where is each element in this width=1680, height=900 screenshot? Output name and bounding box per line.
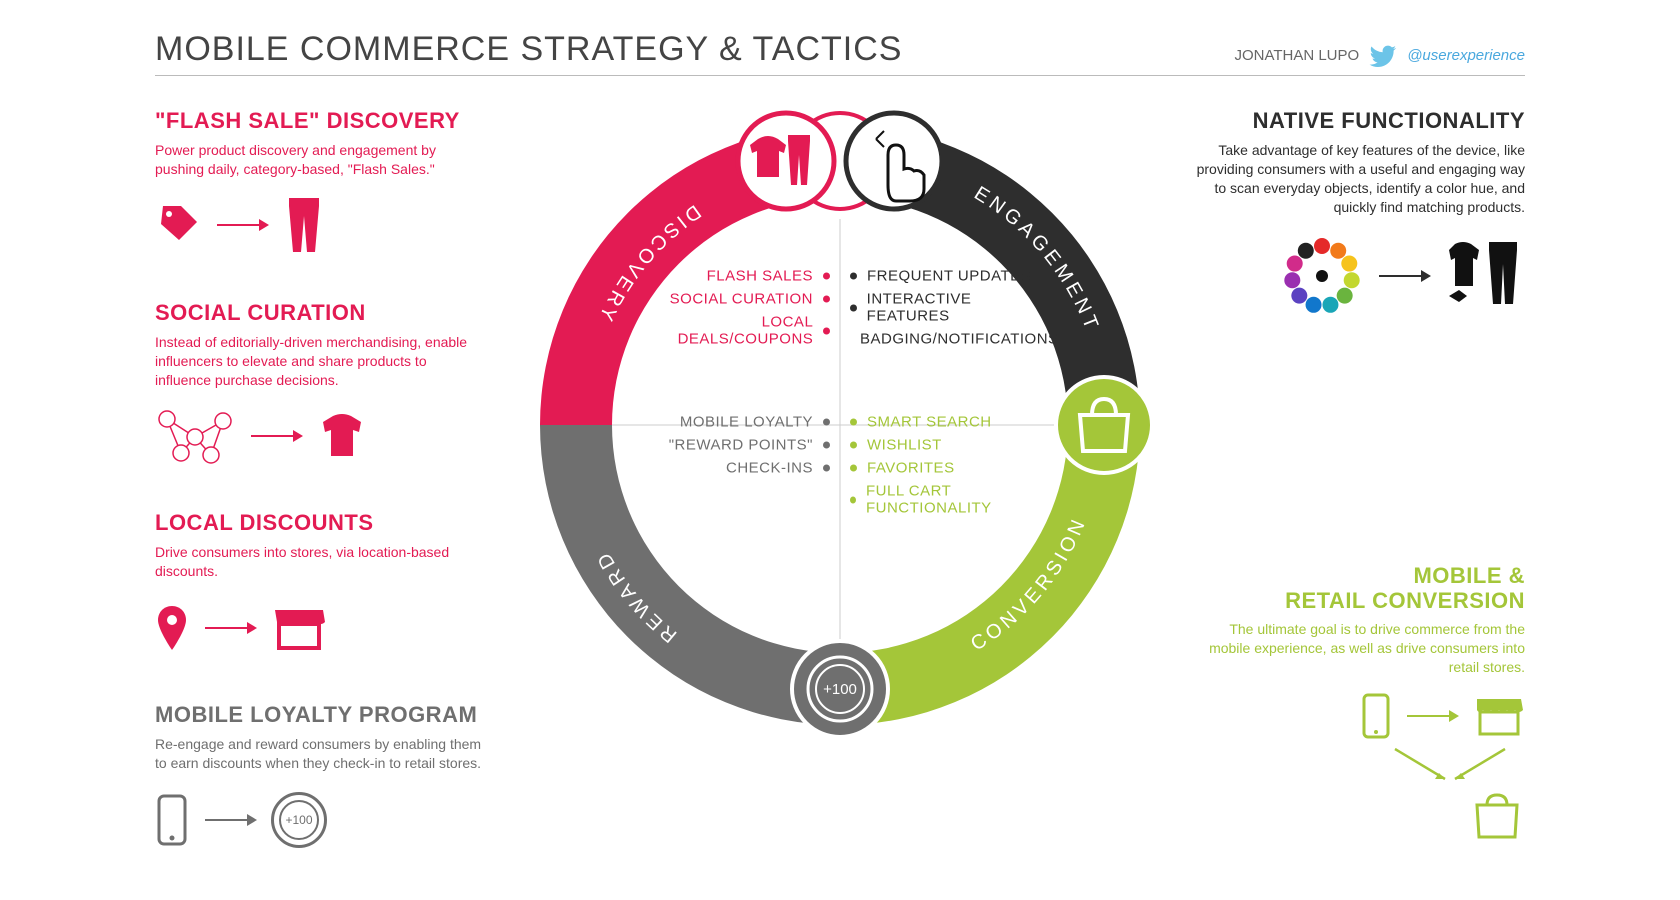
points-badge-value: +100 <box>279 800 319 840</box>
arrow-icon <box>205 627 255 629</box>
page-title: MOBILE COMMERCE STRATEGY & TACTICS <box>155 30 902 69</box>
list-item: FULL CART FUNCTIONALITY <box>840 483 1050 517</box>
list-item: BADGING/NOTIFICATIONS <box>840 331 1050 348</box>
phone-icon <box>155 794 189 846</box>
conversion-body: The ultimate goal is to drive commerce f… <box>1185 620 1525 677</box>
ring-badge-plus100: +100 <box>823 681 857 698</box>
block-conversion: MOBILE &RETAIL CONVERSION The ultimate g… <box>1185 563 1525 841</box>
list-item: INTERACTIVE FEATURES <box>840 291 1050 325</box>
center-lists: FLASH SALES SOCIAL CURATION LOCAL DEALS/CO… <box>630 268 1050 583</box>
list-item: WISHLIST <box>840 437 1050 454</box>
store-icon <box>271 604 327 652</box>
conversion-illustration <box>1185 691 1525 841</box>
social-curation-title: SOCIAL CURATION <box>155 300 485 326</box>
flash-sale-title: "FLASH SALE" DISCOVERY <box>155 108 485 134</box>
list-item: FLASH SALES <box>630 268 840 285</box>
list-item: SOCIAL CURATION <box>630 291 840 308</box>
list-item: LOCAL DEALS/COUPONS <box>630 314 840 348</box>
list-item: CHECK-INS <box>630 460 840 477</box>
twitter-icon <box>1369 45 1397 67</box>
points-badge-icon: +100 <box>271 792 327 848</box>
local-discounts-illustration <box>155 595 485 660</box>
list-item: SMART SEARCH <box>840 414 1050 431</box>
bag-icon <box>1469 791 1525 841</box>
native-title: NATIVE FUNCTIONALITY <box>1185 108 1525 134</box>
tag-icon <box>155 202 201 248</box>
author-name: JONATHAN LUPO <box>1234 47 1359 64</box>
jacket-icon <box>317 412 367 460</box>
local-discounts-title: LOCAL DISCOUNTS <box>155 510 485 536</box>
list-conversion: SMART SEARCH WISHLIST FAVORITES FULL CART F… <box>840 414 1050 523</box>
block-mobile-loyalty: MOBILE LOYALTY PROGRAM Re-engage and rew… <box>155 702 485 852</box>
arrow-icon <box>251 435 301 437</box>
local-discounts-body: Drive consumers into stores, via locatio… <box>155 543 485 581</box>
outfit-icon <box>1445 238 1525 313</box>
list-engagement: FREQUENT UPDATES INTERACTIVE FEATURES BADG… <box>840 268 1050 354</box>
conversion-title: MOBILE &RETAIL CONVERSION <box>1185 563 1525 614</box>
block-native: NATIVE FUNCTIONALITY Take advantage of k… <box>1185 108 1525 321</box>
block-social-curation: SOCIAL CURATION Instead of editorially-d… <box>155 300 485 469</box>
twitter-handle: @userexperience <box>1407 47 1525 64</box>
network-icon <box>155 407 235 465</box>
arrow-icon <box>217 224 267 226</box>
byline: JONATHAN LUPO @userexperience <box>1234 45 1525 67</box>
conversion-title-text: MOBILE &RETAIL CONVERSION <box>1285 563 1525 613</box>
mobile-loyalty-illustration: +100 <box>155 787 485 852</box>
store-icon <box>1473 694 1525 738</box>
list-item: FAVORITES <box>840 460 1050 477</box>
block-local-discounts: LOCAL DISCOUNTS Drive consumers into sto… <box>155 510 485 660</box>
list-discovery: FLASH SALES SOCIAL CURATION LOCAL DEALS/CO… <box>630 268 840 354</box>
strategy-ring: DISCOVERYENGAGEMENTCONVERSIONREWARD +100… <box>510 95 1170 755</box>
list-reward: MOBILE LOYALTY "REWARD POINTS" CHECK-INS <box>630 414 840 523</box>
block-flash-sale: "FLASH SALE" DISCOVERY Power product dis… <box>155 108 485 258</box>
list-item: "REWARD POINTS" <box>630 437 840 454</box>
flash-sale-body: Power product discovery and engagement b… <box>155 141 485 179</box>
social-curation-illustration <box>155 403 485 468</box>
right-column: NATIVE FUNCTIONALITY Take advantage of k… <box>1185 108 1525 883</box>
list-item: MOBILE LOYALTY <box>630 414 840 431</box>
arrow-icon <box>1379 275 1429 277</box>
color-wheel-icon <box>1281 235 1363 317</box>
phone-icon <box>1361 693 1391 739</box>
arrow-icon <box>1407 715 1457 717</box>
social-curation-body: Instead of editorially-driven merchandis… <box>155 333 485 390</box>
ring-badge-conversion <box>1056 377 1152 473</box>
merge-arrows-icon <box>1375 745 1525 785</box>
left-column: "FLASH SALE" DISCOVERY Power product dis… <box>155 108 485 894</box>
page-header: MOBILE COMMERCE STRATEGY & TACTICS JONAT… <box>155 30 1525 76</box>
native-illustration <box>1185 231 1525 321</box>
pants-icon <box>283 196 325 254</box>
mobile-loyalty-title: MOBILE LOYALTY PROGRAM <box>155 702 485 728</box>
arrow-icon <box>205 819 255 821</box>
flash-sale-illustration <box>155 193 485 258</box>
pin-icon <box>155 604 189 652</box>
list-item: FREQUENT UPDATES <box>840 268 1050 285</box>
mobile-loyalty-body: Re-engage and reward consumers by enabli… <box>155 735 485 773</box>
native-body: Take advantage of key features of the de… <box>1185 141 1525 217</box>
